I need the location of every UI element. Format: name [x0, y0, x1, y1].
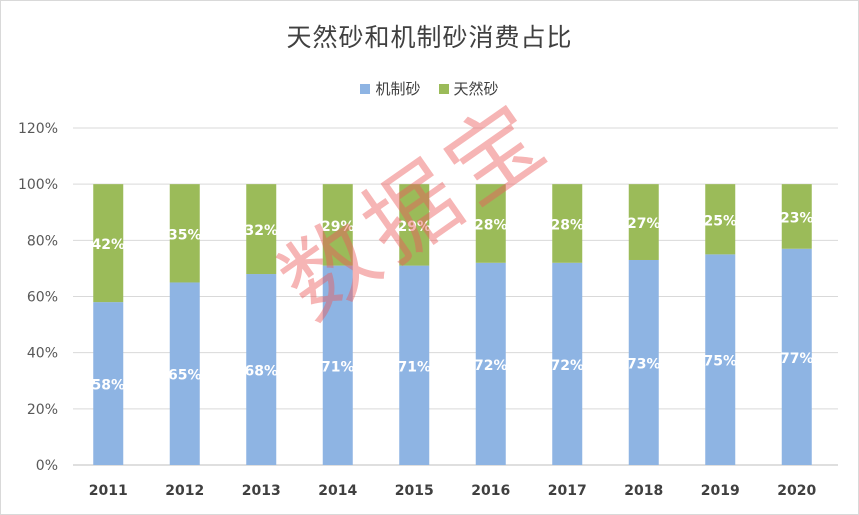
- y-tick-label: 20%: [27, 402, 58, 418]
- data-label: 29%: [321, 219, 355, 235]
- data-label: 68%: [244, 364, 278, 380]
- x-tick-label: 2015: [395, 483, 434, 499]
- legend-swatch-machine-sand: [360, 83, 371, 94]
- data-label: 42%: [91, 237, 125, 253]
- bar-natural-sand: [552, 184, 583, 263]
- bar-natural-sand: [322, 184, 353, 266]
- x-tick-label: 2011: [89, 483, 128, 499]
- bar-natural-sand: [246, 184, 277, 275]
- data-label: 35%: [168, 227, 202, 243]
- data-label: 65%: [168, 368, 202, 384]
- bar-machine-sand: [93, 302, 124, 465]
- bar-machine-sand: [628, 259, 659, 465]
- y-tick-label: 0%: [36, 458, 58, 474]
- legend-swatch-natural-sand: [438, 83, 449, 94]
- x-tick-label: 2014: [318, 483, 357, 499]
- x-tick-label: 2018: [624, 483, 663, 499]
- legend-item-machine-sand: 机制砂: [360, 78, 421, 99]
- data-label: 29%: [397, 219, 431, 235]
- data-label: 32%: [244, 223, 278, 239]
- bar-machine-sand: [475, 262, 506, 465]
- x-tick-label: 2017: [548, 483, 587, 499]
- y-tick-label: 100%: [18, 177, 58, 193]
- x-tick-label: 2013: [242, 483, 281, 499]
- data-label: 27%: [627, 216, 661, 232]
- bar-natural-sand: [705, 184, 736, 255]
- y-tick-label: 60%: [27, 290, 58, 306]
- bar-natural-sand: [475, 184, 506, 263]
- data-label: 77%: [780, 351, 814, 367]
- bar-natural-sand: [169, 184, 200, 283]
- y-tick-label: 80%: [27, 233, 58, 249]
- data-label: 23%: [780, 210, 814, 226]
- data-label: 25%: [703, 213, 737, 229]
- data-label: 28%: [550, 217, 584, 233]
- legend-item-natural-sand: 天然砂: [438, 78, 499, 99]
- bar-machine-sand: [705, 254, 736, 465]
- bar-machine-sand: [246, 274, 277, 465]
- data-label: 28%: [474, 217, 508, 233]
- x-tick-label: 2020: [777, 483, 816, 499]
- data-label: 71%: [397, 359, 431, 375]
- data-label: 71%: [321, 359, 355, 375]
- x-tick-label: 2016: [471, 483, 510, 499]
- data-label: 72%: [474, 358, 508, 374]
- y-tick-label: 120%: [18, 121, 58, 137]
- bar-machine-sand: [322, 265, 353, 465]
- y-tick-label: 40%: [27, 346, 58, 362]
- bar-machine-sand: [552, 262, 583, 465]
- bar-natural-sand: [781, 184, 812, 249]
- bar-natural-sand: [399, 184, 430, 266]
- bar-machine-sand: [399, 265, 430, 465]
- bar-machine-sand: [169, 282, 200, 465]
- data-label: 75%: [703, 354, 737, 370]
- chart-legend: 机制砂 天然砂: [0, 78, 859, 99]
- x-tick-label: 2019: [701, 483, 740, 499]
- data-label: 73%: [627, 356, 661, 372]
- chart-title: 天然砂和机制砂消费占比: [286, 23, 573, 52]
- bar-natural-sand: [93, 184, 124, 303]
- data-label: 72%: [550, 358, 584, 374]
- legend-label-natural-sand: 天然砂: [453, 80, 499, 98]
- bar-natural-sand: [628, 184, 659, 260]
- x-tick-label: 2012: [165, 483, 204, 499]
- data-label: 58%: [91, 378, 125, 394]
- bar-machine-sand: [781, 248, 812, 465]
- legend-label-machine-sand: 机制砂: [375, 80, 421, 98]
